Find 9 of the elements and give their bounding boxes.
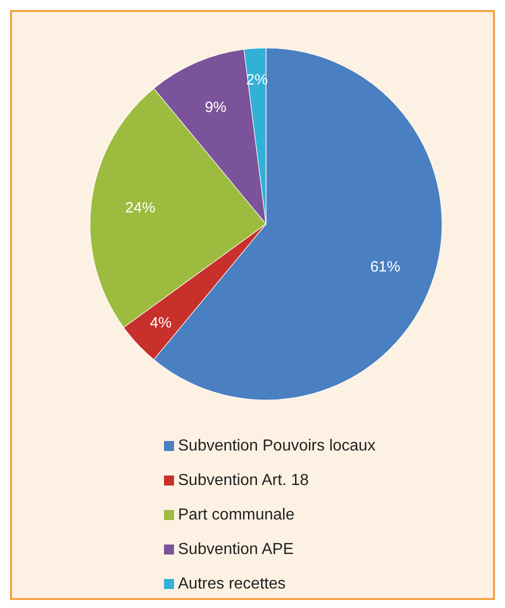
data-label: 61% — [370, 258, 400, 276]
legend-label: Autres recettes — [178, 576, 286, 592]
data-label: 24% — [125, 200, 156, 217]
data-label: 9% — [204, 99, 227, 116]
legend-label: Subvention Art. 18 — [178, 472, 309, 489]
legend-label: Subvention Pouvoirs locaux — [178, 438, 376, 454]
legend-label: Subvention APE — [178, 541, 294, 558]
data-label: 4% — [150, 314, 172, 332]
legend-label: Part communale — [178, 506, 295, 524]
